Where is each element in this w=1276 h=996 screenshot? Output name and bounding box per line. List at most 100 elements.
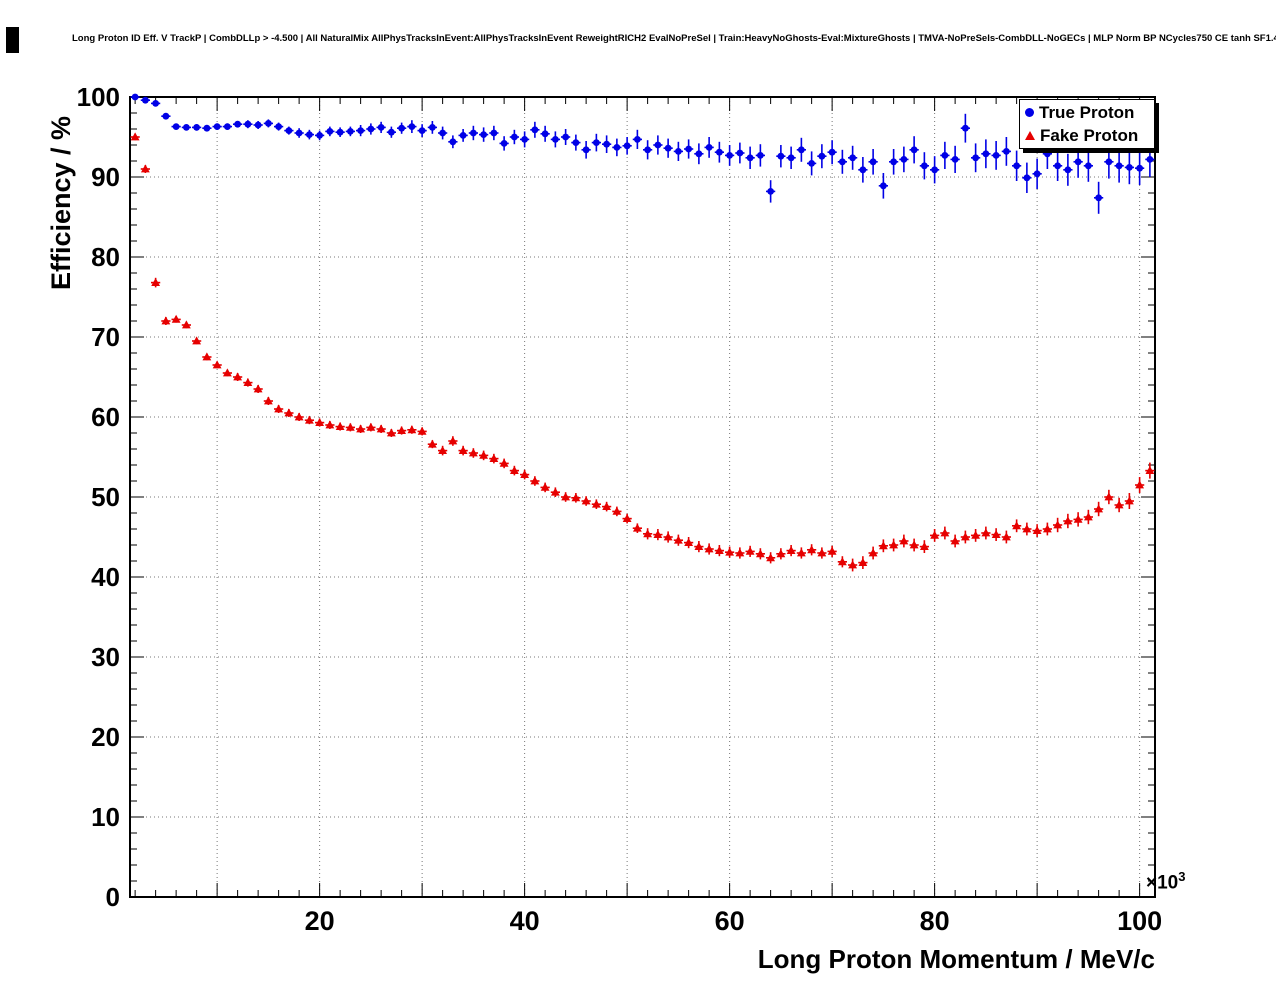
data-point-fake-proton [1042, 524, 1052, 533]
data-point-true-proton [931, 166, 939, 174]
data-point-fake-proton [786, 546, 796, 554]
data-point-true-proton [797, 146, 805, 154]
data-point-true-proton [838, 158, 846, 166]
data-point-true-proton [141, 96, 149, 104]
legend-entry-fake-proton: Fake Proton [1020, 124, 1154, 147]
data-point-fake-proton [417, 426, 427, 435]
data-point-true-proton [223, 123, 231, 130]
x-axis-exponent: ×103 [1146, 869, 1185, 894]
data-point-fake-proton [622, 514, 632, 522]
data-point-fake-proton [612, 506, 622, 515]
data-point-true-proton [1074, 158, 1082, 166]
data-point-fake-proton [1022, 524, 1032, 533]
data-point-fake-proton [448, 436, 458, 445]
data-point-true-proton [490, 129, 498, 137]
data-point-fake-proton [714, 546, 724, 554]
data-point-fake-proton [930, 530, 940, 539]
data-point-true-proton [408, 123, 416, 130]
data-point-fake-proton [294, 412, 304, 421]
data-point-true-proton [264, 120, 272, 127]
x-axis-title: Long Proton Momentum / MeV/c [757, 944, 1155, 974]
data-point-fake-proton [960, 532, 970, 541]
data-point-fake-proton [571, 493, 581, 502]
data-point-true-proton [562, 133, 570, 141]
data-point-fake-proton [397, 426, 407, 434]
data-point-fake-proton [325, 420, 335, 429]
y-tick-label: 100 [77, 82, 120, 112]
data-point-fake-proton [222, 368, 232, 377]
data-point-true-proton [551, 136, 559, 143]
data-point-fake-proton [1001, 532, 1011, 541]
data-point-fake-proton [468, 448, 478, 457]
data-point-fake-proton [151, 278, 161, 286]
data-point-true-proton [746, 154, 754, 162]
data-point-fake-proton [304, 415, 314, 424]
data-point-true-proton [603, 140, 611, 148]
data-point-fake-proton [725, 547, 735, 556]
data-point-fake-proton [161, 316, 171, 325]
data-point-fake-proton [663, 532, 673, 541]
data-point-true-proton [941, 152, 949, 159]
data-point-true-proton [172, 123, 180, 130]
data-point-fake-proton [356, 424, 366, 433]
data-point-true-proton [572, 139, 580, 147]
data-point-fake-proton [479, 450, 489, 459]
data-point-fake-proton [1083, 512, 1093, 521]
data-point-true-proton [377, 124, 385, 131]
plot-frame [129, 96, 1156, 898]
data-point-true-proton [715, 148, 723, 156]
data-point-fake-proton [991, 530, 1001, 538]
data-point-true-proton [541, 130, 549, 138]
x-tick-label: 20 [305, 906, 335, 936]
data-point-true-proton [849, 154, 857, 162]
data-point-fake-proton [940, 528, 950, 537]
data-point-true-proton [398, 124, 406, 132]
data-point-fake-proton [489, 454, 499, 462]
data-point-fake-proton [1124, 496, 1134, 505]
data-point-true-proton [1095, 194, 1103, 202]
exponent-base: ×10 [1146, 872, 1179, 894]
data-point-fake-proton [1063, 516, 1073, 525]
y-tick-label: 10 [91, 802, 120, 832]
data-point-true-proton [469, 129, 477, 137]
y-axis-title: Efficiency / % [46, 115, 76, 290]
data-point-true-proton [346, 127, 354, 135]
data-point-fake-proton [632, 523, 642, 532]
data-point-true-proton [295, 129, 303, 137]
data-point-fake-proton [704, 544, 714, 553]
data-point-true-proton [182, 124, 190, 131]
title-pave-shadow [6, 27, 19, 53]
data-point-true-proton [480, 131, 488, 139]
data-point-true-proton [654, 141, 662, 149]
data-point-true-proton [213, 123, 221, 130]
fake-proton-triangle-marker-icon [1025, 131, 1035, 140]
data-point-fake-proton [827, 546, 837, 555]
data-point-fake-proton [591, 499, 601, 508]
data-point-fake-proton [345, 422, 355, 431]
data-point-fake-proton [376, 424, 386, 433]
data-point-fake-proton [1114, 500, 1124, 509]
data-point-fake-proton [684, 538, 694, 546]
data-point-true-proton [387, 128, 395, 136]
x-tick-label: 80 [920, 906, 950, 936]
data-point-true-proton [961, 124, 969, 132]
y-tick-label: 50 [91, 482, 120, 512]
data-point-true-proton [890, 158, 898, 166]
data-point-fake-proton [386, 428, 396, 437]
data-point-true-proton [1125, 164, 1133, 171]
data-point-fake-proton [602, 502, 612, 510]
data-point-fake-proton [796, 548, 806, 557]
data-point-true-proton [1105, 158, 1113, 166]
data-point-fake-proton [694, 542, 704, 550]
data-point-true-proton [951, 156, 959, 163]
y-tick-label: 70 [91, 322, 120, 352]
data-point-fake-proton [284, 408, 294, 417]
data-point-true-proton [316, 132, 324, 139]
data-point-true-proton [439, 129, 447, 137]
data-point-fake-proton [520, 470, 530, 478]
data-point-true-proton [685, 145, 693, 153]
data-point-fake-proton [335, 422, 345, 430]
data-point-true-proton [203, 124, 211, 132]
